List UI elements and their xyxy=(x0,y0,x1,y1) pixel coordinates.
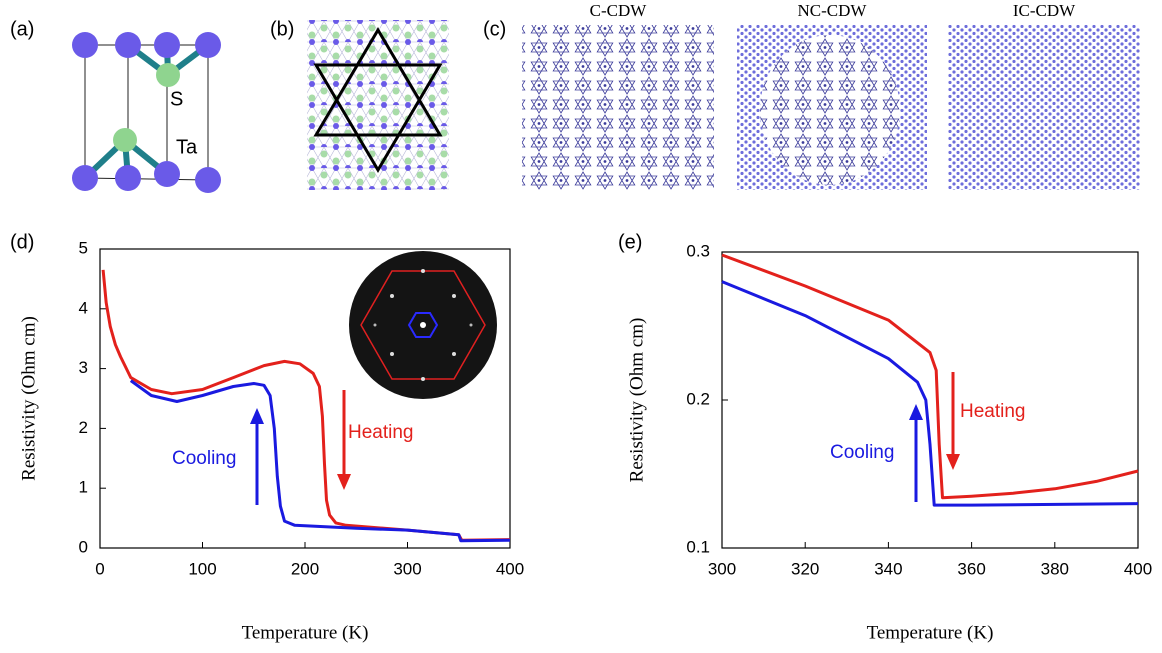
panel-label: (c) xyxy=(483,18,506,40)
x-tick-label: 100 xyxy=(188,559,216,578)
series-line xyxy=(722,282,1138,506)
panel-label: (b) xyxy=(270,18,294,40)
y-tick-label: 1 xyxy=(79,478,88,497)
y-tick-label: 3 xyxy=(79,358,88,377)
atom-label: S xyxy=(170,88,183,110)
diffraction-inset xyxy=(349,251,497,399)
y-tick-label: 0.1 xyxy=(686,537,710,556)
x-tick-label: 360 xyxy=(957,559,985,578)
annotation: Cooling xyxy=(830,442,894,463)
x-tick-label: 300 xyxy=(708,559,736,578)
y-axis-label: Resistivity (Ohm cm) xyxy=(626,318,647,483)
annotation: Heating xyxy=(960,401,1026,422)
x-tick-label: 400 xyxy=(496,559,524,578)
atom-label: Ta xyxy=(176,136,198,158)
x-tick-label: 300 xyxy=(393,559,421,578)
y-tick-label: 5 xyxy=(79,238,88,257)
y-tick-label: 0.2 xyxy=(686,389,710,408)
lattice xyxy=(307,20,449,190)
y-tick-label: 4 xyxy=(79,298,88,317)
y-tick-label: 0.3 xyxy=(686,241,710,260)
crystal-structure xyxy=(72,32,221,193)
y-tick-label: 2 xyxy=(79,418,88,437)
x-tick-label: 0 xyxy=(95,559,104,578)
figure: (a) S Ta (b) (c) C-CDW NC-CDW IC-CDW (d)… xyxy=(0,0,1162,653)
annotation: Cooling xyxy=(172,448,236,469)
c-cdw-pattern xyxy=(522,25,714,190)
panel-label: (a) xyxy=(10,18,34,40)
x-tick-label: 340 xyxy=(874,559,902,578)
x-axis-label: Temperature (K) xyxy=(867,622,994,643)
phase-title: NC-CDW xyxy=(798,1,868,20)
y-tick-label: 0 xyxy=(79,537,88,556)
panel-label: (d) xyxy=(10,231,34,253)
x-tick-label: 400 xyxy=(1124,559,1152,578)
phase-title: C-CDW xyxy=(590,1,648,20)
y-axis-label: Resistivity (Ohm cm) xyxy=(18,316,39,481)
phase-title: IC-CDW xyxy=(1013,1,1076,20)
x-axis-label: Temperature (K) xyxy=(242,622,369,643)
ic-cdw-pattern xyxy=(948,25,1140,190)
x-tick-label: 320 xyxy=(791,559,819,578)
panel-label: (e) xyxy=(618,231,642,253)
x-tick-label: 200 xyxy=(291,559,319,578)
annotation: Heating xyxy=(348,422,414,443)
x-tick-label: 380 xyxy=(1041,559,1069,578)
